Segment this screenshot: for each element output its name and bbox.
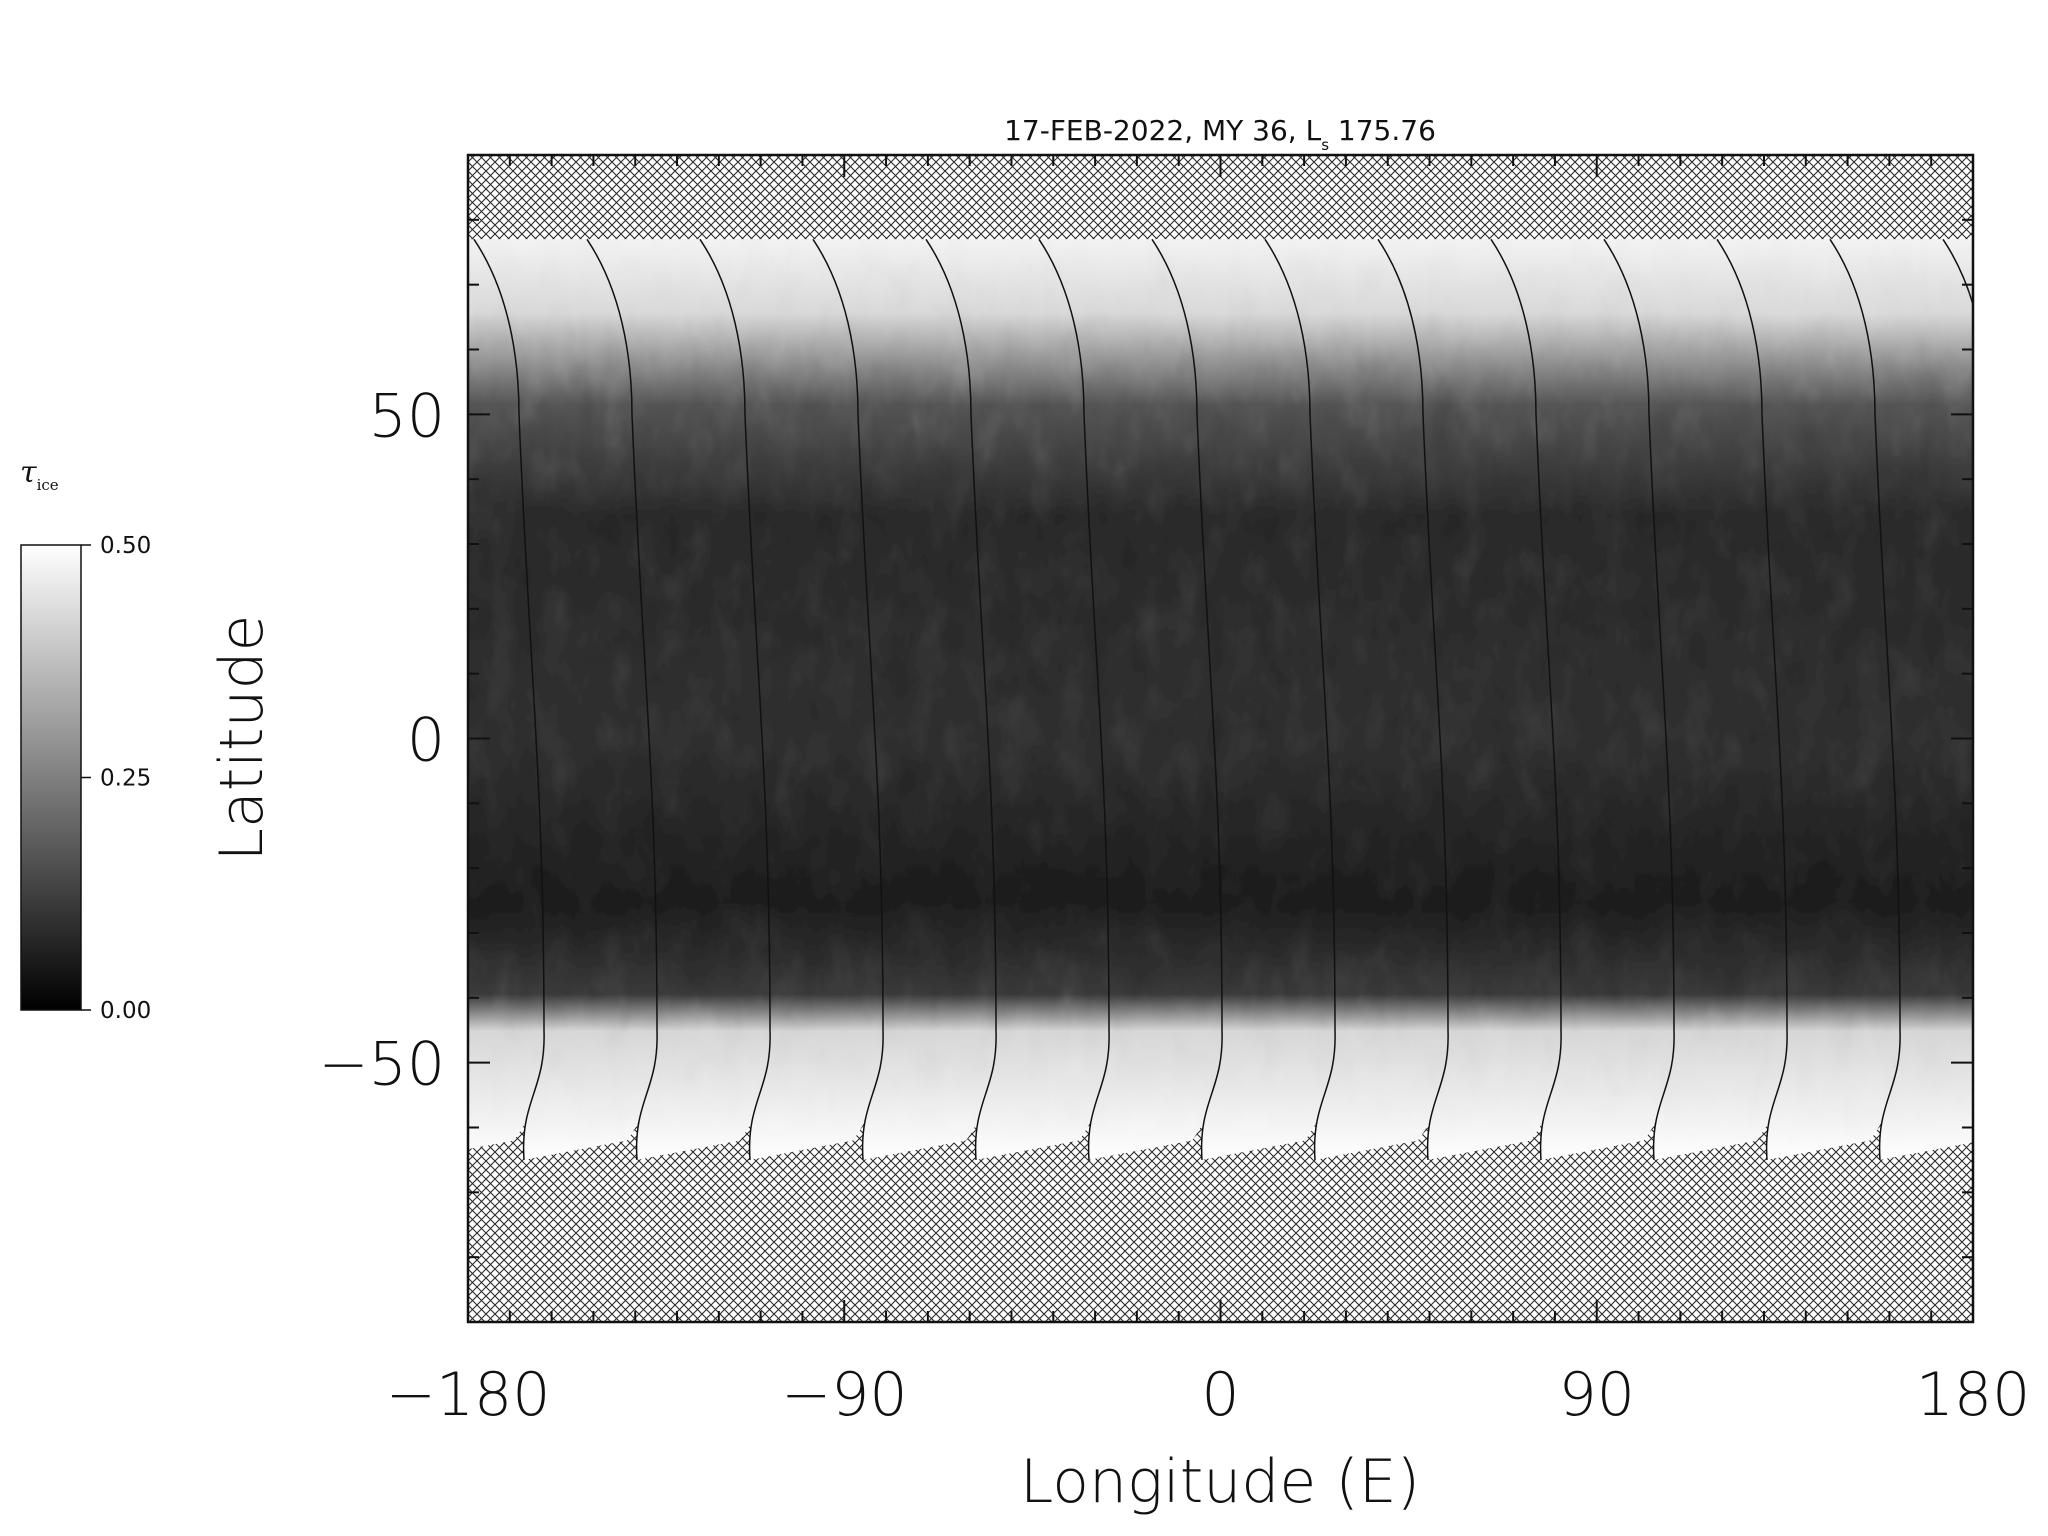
orbit-swath [1943,239,1973,305]
colorbar-gradient [20,544,82,1011]
swath-edge [699,238,771,1160]
y-axis-label: Latitude [207,615,277,862]
x-tick-label: 90 [1559,1360,1635,1430]
map-plot-area [361,153,1975,1324]
minor-ticks [467,154,1974,1323]
swath-edge [1716,238,1788,1160]
x-tick-labels: −180 −90 0 90 180 [386,1360,2031,1430]
colorbar-ticks: 0.50 0.25 0.00 [81,533,151,1024]
orbit-swath [1830,239,1973,1160]
swath-edge [1264,238,1336,1160]
y-tick-label: 0 [407,706,445,776]
swath-edge [1603,238,1675,1160]
x-tick-label: 0 [1201,1360,1239,1430]
colorbar: τice 0.50 0.25 0.00 [20,455,151,1024]
x-tick-label: 180 [1916,1360,2031,1430]
swath-edge [1151,238,1223,1160]
colorbar-tick-label: 0.25 [100,766,151,792]
swath-edge [1038,238,1110,1160]
map-title: 17-FEB-2022, MY 36, Ls 175.76 [1004,114,1436,154]
x-tick-label: −180 [386,1360,551,1430]
swath-edge [473,238,545,1160]
swath-edge [1829,238,1901,1160]
y-tick-label: 50 [369,381,445,451]
swath-edge [361,239,431,1160]
x-axis-label: Longitude (E) [1020,1447,1420,1517]
swath-edge [1377,238,1449,1160]
swath-edge [925,238,997,1160]
colorbar-label: τice [20,455,59,494]
x-tick-label: −90 [781,1360,908,1430]
orbit-swaths [361,238,1973,1160]
swath-edge [812,238,884,1160]
swath-edge [586,238,658,1160]
colorbar-tick-label: 0.00 [100,998,151,1024]
y-tick-label: −50 [318,1030,445,1100]
colorbar-tick-label: 0.50 [100,533,151,559]
y-tick-labels: 50 0 −50 [318,381,445,1099]
swath-edge [1490,238,1562,1160]
